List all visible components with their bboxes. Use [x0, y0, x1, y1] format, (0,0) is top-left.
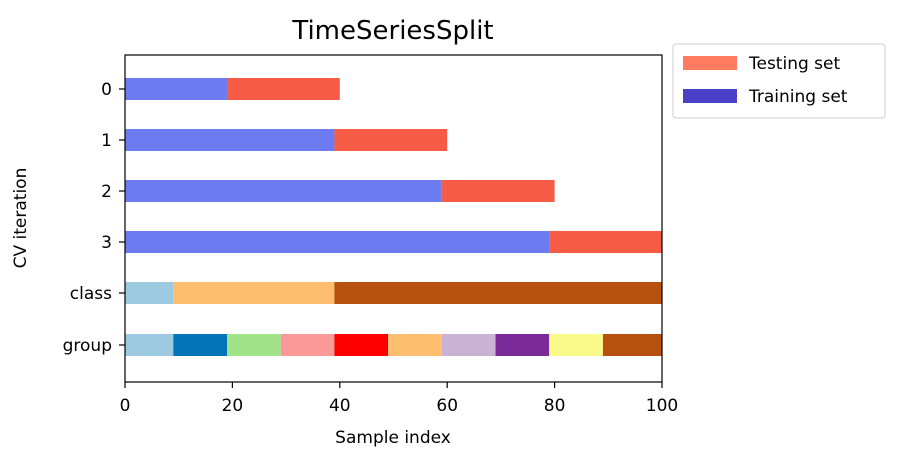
- bar-segment-row-5-seg-1: [173, 334, 228, 356]
- bar-segment-row-0-seg-0: [125, 78, 228, 100]
- y-tick-label-5: group: [63, 336, 112, 356]
- x-tick-label-3: 60: [436, 396, 458, 416]
- bar-segment-row-5-seg-8: [549, 334, 603, 356]
- y-axis-ticks: 0 1 2 3 class group: [63, 80, 125, 356]
- bar-segment-row-3-seg-1: [549, 231, 662, 253]
- bar-segment-row-5-seg-9: [602, 334, 662, 356]
- plot-area-frame: [124, 54, 663, 383]
- x-tick-label-1: 20: [222, 396, 244, 416]
- y-tick-label-2: 2: [101, 182, 112, 202]
- bar-segment-row-2-seg-0: [125, 180, 442, 202]
- bar-segment-row-4-seg-2: [334, 282, 662, 304]
- legend-swatch-1: [683, 89, 737, 103]
- bar-segment-row-4-seg-0: [125, 282, 174, 304]
- y-axis-label: CV iteration: [11, 168, 31, 269]
- x-tick-label-2: 40: [329, 396, 351, 416]
- y-tick-label-3: 3: [101, 233, 112, 253]
- bar-segment-row-5-seg-7: [495, 334, 550, 356]
- bars-layer: [125, 78, 662, 356]
- x-tick-label-0: 0: [120, 396, 131, 416]
- bar-segment-row-4-seg-1: [173, 282, 335, 304]
- legend-label-0: Testing set: [748, 54, 840, 74]
- legend: Testing set Training set: [672, 43, 886, 119]
- bar-segment-row-0-seg-1: [227, 78, 340, 100]
- x-tick-label-4: 80: [544, 396, 566, 416]
- legend-label-1: Training set: [748, 87, 848, 107]
- bar-segment-row-5-seg-4: [334, 334, 389, 356]
- chart-title: TimeSeriesSplit: [291, 16, 493, 46]
- y-tick-label-4: class: [70, 284, 112, 304]
- x-axis-label: Sample index: [335, 428, 451, 448]
- y-tick-label-1: 1: [101, 131, 112, 151]
- bar-segment-row-1-seg-0: [125, 129, 335, 151]
- y-tick-label-0: 0: [101, 80, 112, 100]
- bar-segment-row-5-seg-6: [441, 334, 496, 356]
- bar-segment-row-1-seg-1: [334, 129, 448, 151]
- bar-segment-row-5-seg-0: [125, 334, 174, 356]
- bar-segment-row-5-seg-5: [388, 334, 442, 356]
- x-tick-label-5: 100: [646, 396, 678, 416]
- x-axis-ticks: 0 20 40 60 80 100: [120, 382, 678, 416]
- bar-segment-row-2-seg-1: [441, 180, 555, 202]
- bar-segment-row-5-seg-2: [227, 334, 281, 356]
- bar-segment-row-3-seg-0: [125, 231, 550, 253]
- legend-swatch-0: [683, 56, 737, 70]
- bar-segment-row-5-seg-3: [280, 334, 335, 356]
